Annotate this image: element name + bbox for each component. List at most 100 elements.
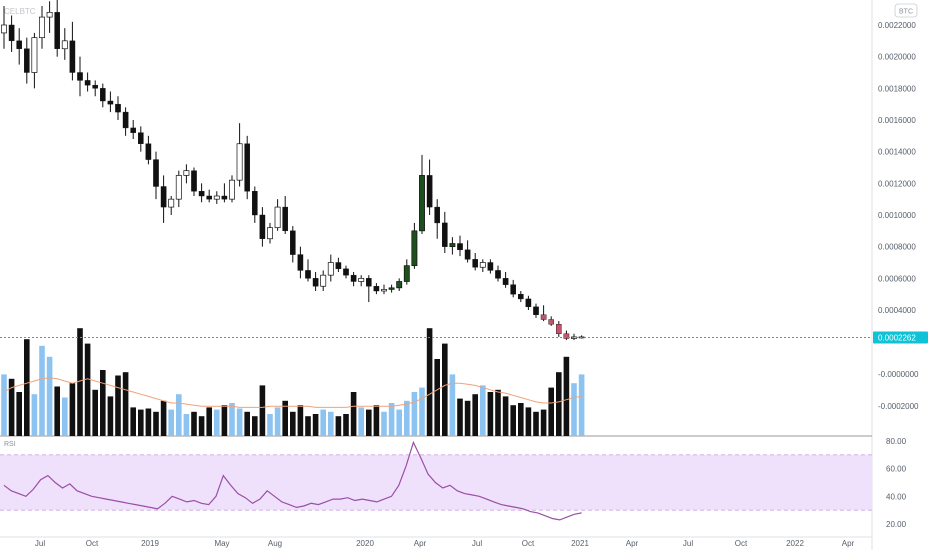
volume-bar <box>312 414 319 436</box>
currency-badge-label: BTC <box>899 9 913 16</box>
y-axis-volume-ticks: -0.0000000 -0.0002000 <box>878 370 919 411</box>
volume-bar <box>457 398 463 436</box>
volume-bar <box>46 356 53 436</box>
volume-ma-line <box>3 377 582 408</box>
rsi-tick-label: 60.00 <box>886 465 907 474</box>
candle-body <box>39 16 45 39</box>
candle-body <box>251 191 258 216</box>
volume-bar <box>510 405 516 436</box>
volume-bar <box>502 396 509 436</box>
volume-bar <box>556 372 562 436</box>
volume-bar <box>411 392 418 436</box>
volume-bar <box>578 374 585 436</box>
volume-bar <box>350 392 357 436</box>
candle-body <box>8 24 15 42</box>
volume-bar <box>343 414 349 436</box>
candle-body <box>472 259 479 268</box>
candle-body <box>457 243 463 251</box>
candle-body <box>442 222 448 247</box>
price-tick-label: 0.0018000 <box>878 84 916 93</box>
x-tick-label: Apr <box>842 539 855 548</box>
price-tick-label: 0.0006000 <box>878 274 916 283</box>
volume-bar <box>191 411 197 436</box>
volume-bar <box>229 403 235 436</box>
candle-body <box>168 198 175 208</box>
candle-body <box>46 11 53 18</box>
candle-body <box>61 40 68 50</box>
candle-body <box>229 179 235 200</box>
rsi-tick-label: 20.00 <box>886 520 907 529</box>
price-tick-label: 0.0004000 <box>878 306 916 315</box>
candle-body <box>335 262 342 270</box>
candle-body <box>487 262 494 271</box>
x-tick-label: 2021 <box>571 539 589 548</box>
price-tick-label: 0.0016000 <box>878 116 916 125</box>
currency-badge[interactable] <box>894 3 918 18</box>
volume-bar <box>274 407 281 436</box>
rsi-line <box>3 440 582 521</box>
volume-bar <box>145 408 152 436</box>
volume-bar <box>548 387 554 436</box>
volume-bar <box>328 411 334 436</box>
y-axis-price-ticks: 0.0022000 0.0020000 0.0018000 0.0016000 0.00… <box>878 21 916 315</box>
candle-body <box>145 143 152 160</box>
x-axis-ticks: Jul Oct 2019 May Aug 2020 Apr Jul Oct 2021 Apr Jul O… <box>35 539 855 548</box>
candle-body <box>434 206 441 224</box>
candle-body <box>297 254 304 271</box>
candle-body <box>206 195 213 200</box>
volume-bar <box>335 416 342 436</box>
volume-bar <box>388 403 395 436</box>
x-tick-label: Oct <box>735 539 748 548</box>
volume-bar <box>518 403 524 436</box>
rsi-tick-label: 40.00 <box>886 492 907 501</box>
candle-body <box>160 186 167 208</box>
price-tick-label: 0.0008000 <box>878 243 916 252</box>
candle-body <box>343 268 349 276</box>
volume-bar <box>16 392 22 436</box>
symbol-label: CELBTC <box>4 7 36 16</box>
candle-body <box>320 274 327 287</box>
candle-body <box>525 298 532 308</box>
price-candles <box>1 0 585 341</box>
candle-body <box>77 72 83 81</box>
candle-body <box>153 159 159 187</box>
candle-body <box>350 274 357 282</box>
x-tick-label: Oct <box>522 539 535 548</box>
candle-body <box>366 278 372 287</box>
x-tick-label: 2022 <box>786 539 804 548</box>
volume-bar <box>366 409 372 436</box>
volume-bar <box>183 414 190 436</box>
candle-body <box>426 175 433 208</box>
volume-bar <box>221 405 228 436</box>
x-tick-label: 2019 <box>141 539 159 548</box>
volume-bar <box>540 409 547 436</box>
volume-bar <box>69 383 76 436</box>
candle-body <box>259 214 266 239</box>
volume-bar <box>381 411 387 436</box>
volume-bar <box>563 356 570 436</box>
volume-bar <box>480 385 486 436</box>
volume-bar <box>54 386 60 436</box>
volume-bar <box>198 416 205 436</box>
volume-bar <box>320 409 326 436</box>
x-tick-label: Aug <box>268 539 282 548</box>
candle-body <box>122 111 129 129</box>
volume-bar <box>84 343 91 436</box>
candle-body <box>24 48 30 73</box>
y-axis-rsi-ticks: 80.00 60.00 40.00 20.00 <box>886 437 907 529</box>
volume-bar <box>100 370 106 436</box>
volume-bar <box>252 416 258 436</box>
x-tick-label: 2020 <box>356 539 374 548</box>
x-tick-label: Jul <box>683 539 693 548</box>
volume-bar <box>168 409 174 436</box>
candle-body <box>464 249 471 260</box>
volume-bar <box>122 372 129 436</box>
candle-body <box>373 286 380 292</box>
volume-bar <box>449 374 456 436</box>
candle-body <box>267 227 273 240</box>
candle-body <box>69 40 76 73</box>
candle-body <box>84 80 91 86</box>
candle-body <box>388 287 395 290</box>
candle-body <box>290 230 296 255</box>
